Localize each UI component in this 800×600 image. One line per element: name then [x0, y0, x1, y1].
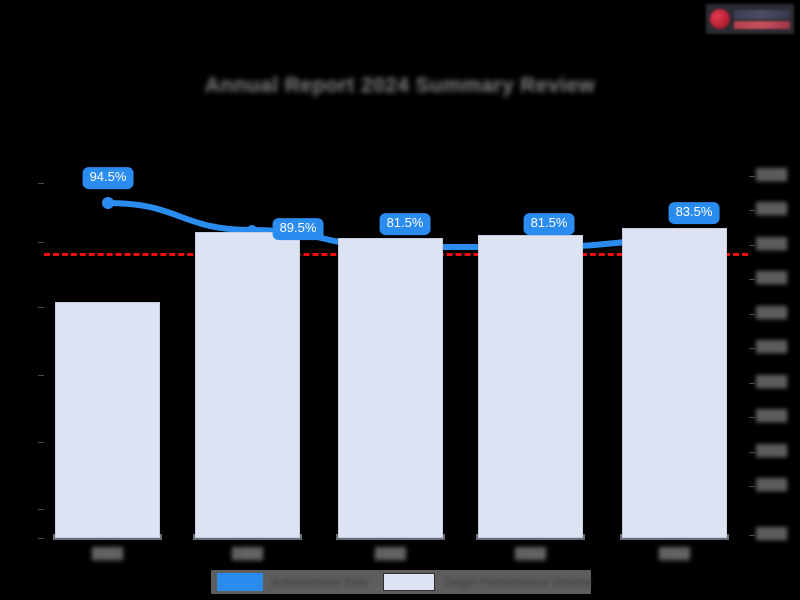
legend-label-bar: Target Performance Volume [443, 575, 592, 589]
y-axis-right-tick-label: ████ [756, 169, 788, 181]
data-label: 81.5% [379, 213, 431, 235]
y-axis-right-tick-mark [749, 245, 755, 246]
y-axis-right-tick-mark [749, 279, 755, 280]
y-axis-right-tick-mark [749, 417, 755, 418]
data-label: 81.5% [523, 213, 575, 235]
y-axis-right-tick-mark [749, 383, 755, 384]
y-axis-right-tick-mark [749, 348, 755, 349]
y-axis-right-tick-mark [749, 176, 755, 177]
y-axis-right-tick-mark [749, 314, 755, 315]
y-axis-left-tick-mark [38, 538, 44, 539]
x-axis-tick-label: ████ [231, 548, 264, 560]
y-axis-right-tick-label: ████ [756, 203, 788, 215]
y-axis-right-tick-label: ████ [756, 410, 788, 422]
y-axis-right-tick-mark [749, 486, 755, 487]
chart-legend: Achievement Rate Target Performance Volu… [211, 570, 592, 594]
plot-area: ████ ████ ████ ████ ████ ████ ████ ████ ████ ████… [38, 150, 787, 560]
x-axis-tick-label: ████ [658, 548, 691, 560]
y-axis-right-tick-mark [749, 210, 755, 211]
data-label: 94.5% [82, 167, 134, 189]
y-axis-right-tick-label: ████ [756, 272, 788, 284]
bar-column[interactable] [338, 238, 443, 538]
y-axis-right-tick-mark [749, 535, 755, 536]
legend-label-line: Achievement Rate [271, 575, 370, 589]
x-axis-tick-label: ████ [514, 548, 547, 560]
y-axis-left-tick-mark [38, 442, 44, 443]
page-title: Annual Report 2024 Summary Review [204, 74, 596, 97]
y-axis-right-tick-mark [749, 452, 755, 453]
bar-column[interactable] [622, 228, 727, 538]
bar-column[interactable] [195, 232, 300, 538]
x-axis-tick-label: ████ [374, 548, 407, 560]
y-axis-left-tick-mark [38, 183, 44, 184]
y-axis-right-tick-label: ████ [756, 445, 788, 457]
y-axis-left-tick-mark [38, 509, 44, 510]
y-axis-left-tick-mark [38, 307, 44, 308]
y-axis-right-tick-label: ████ [756, 376, 788, 388]
logo-wordmark [734, 9, 790, 29]
legend-swatch-bar [383, 573, 436, 591]
y-axis-right-tick-label: ████ [756, 238, 788, 250]
bar-column[interactable] [478, 235, 583, 538]
line-data-point[interactable] [102, 197, 114, 209]
brand-logo [706, 4, 794, 34]
data-label: 83.5% [668, 202, 720, 224]
legend-swatch-line [217, 573, 263, 591]
bar-column[interactable] [55, 302, 160, 538]
x-axis-tick-label: ████ [91, 548, 124, 560]
y-axis-right-tick-label: ████ [756, 341, 788, 353]
logo-mark-icon [710, 9, 730, 29]
data-label: 89.5% [272, 218, 324, 240]
y-axis-right-tick-label: ████ [756, 479, 788, 491]
y-axis-right-tick-label: ████ [756, 307, 788, 319]
y-axis-right-tick-label: ████ [756, 528, 788, 540]
y-axis-left-tick-mark [38, 242, 44, 243]
y-axis-left-tick-mark [38, 375, 44, 376]
